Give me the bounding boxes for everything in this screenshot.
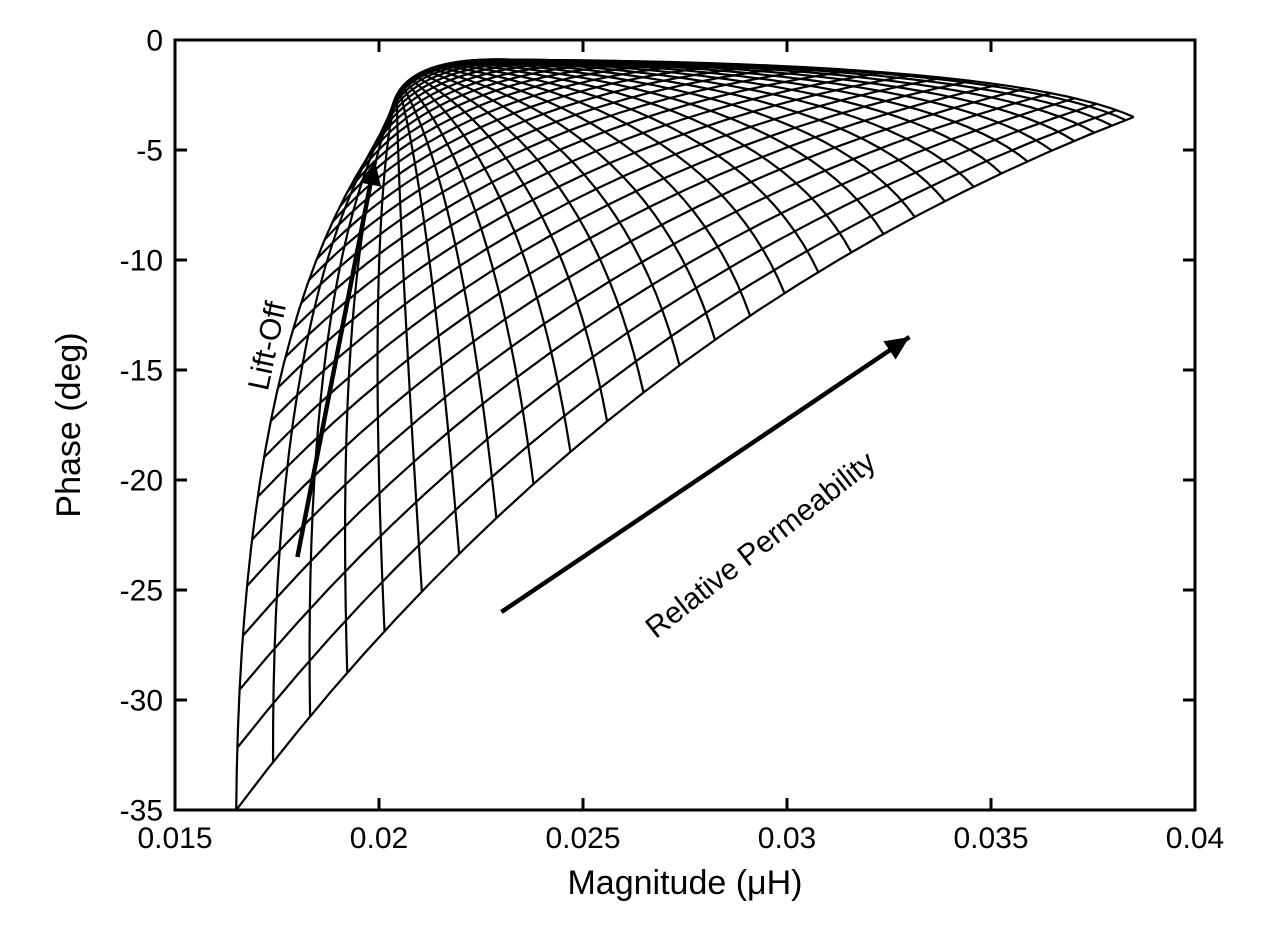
y-tick-label: 0 bbox=[146, 25, 163, 58]
x-tick-label: 0.04 bbox=[1166, 822, 1224, 855]
chart-container: 0.0150.020.0250.030.0350.04-35-30-25-20-… bbox=[0, 0, 1275, 951]
y-tick-label: -5 bbox=[136, 135, 163, 168]
y-axis-label: Phase (deg) bbox=[50, 332, 88, 517]
x-tick-label: 0.025 bbox=[545, 822, 620, 855]
y-tick-label: -10 bbox=[120, 245, 163, 278]
x-axis-label: Magnitude (μH) bbox=[567, 864, 802, 902]
x-tick-label: 0.02 bbox=[350, 822, 408, 855]
measurement-grid-chart: 0.0150.020.0250.030.0350.04-35-30-25-20-… bbox=[0, 0, 1275, 951]
y-tick-label: -35 bbox=[120, 795, 163, 828]
y-tick-label: -30 bbox=[120, 685, 163, 718]
y-tick-label: -25 bbox=[120, 575, 163, 608]
y-tick-label: -20 bbox=[120, 465, 163, 498]
x-tick-label: 0.035 bbox=[953, 822, 1028, 855]
x-tick-label: 0.03 bbox=[758, 822, 816, 855]
y-tick-label: -15 bbox=[120, 355, 163, 388]
